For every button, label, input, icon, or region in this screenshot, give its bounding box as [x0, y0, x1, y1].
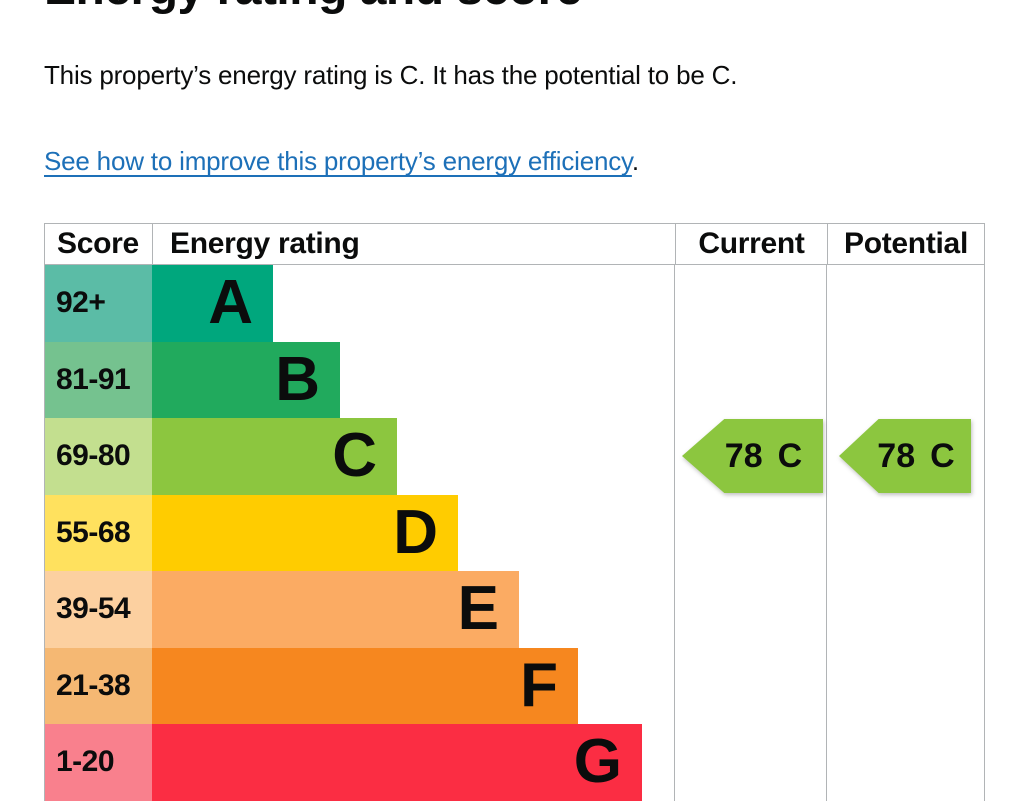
header-energy-rating: Energy rating — [152, 224, 675, 264]
epc-rating-table: Score Energy rating Current Potential 92… — [44, 223, 985, 801]
band-score-range: 55-68 — [45, 494, 152, 571]
current-band-letter: C — [777, 436, 803, 475]
epc-band-row-c: 69-80 C — [44, 418, 985, 495]
potential-band-letter: C — [930, 436, 955, 475]
column-divider-potential — [826, 265, 827, 801]
energy-certificate-page: Energy rating and score This property’s … — [44, 0, 985, 801]
column-divider-current — [674, 265, 675, 801]
improvement-link-line: See how to improve this property’s energ… — [44, 143, 639, 179]
header-potential: Potential — [827, 224, 985, 264]
table-border-right — [984, 265, 985, 801]
band-letter-e: E — [457, 574, 499, 644]
band-score-range: 39-54 — [45, 571, 152, 648]
band-bar-a: A — [152, 265, 273, 342]
intro-text: This property’s energy rating is C. It h… — [44, 60, 738, 90]
band-bar-b: B — [152, 341, 340, 418]
current-rating-arrow: 78 C — [682, 419, 823, 493]
epc-band-row-b: 81-91 B — [44, 341, 985, 418]
header-current: Current — [675, 224, 827, 264]
band-score-range: 81-91 — [45, 341, 152, 418]
current-rating-arrow-shape: 78 C — [682, 419, 823, 493]
epc-band-row-a: 92+ A — [44, 265, 985, 342]
epc-band-row-f: 21-38 F — [44, 647, 985, 724]
current-score-value: 78 — [724, 436, 763, 475]
band-score-range: 1-20 — [45, 724, 152, 801]
band-bar-f: F — [152, 647, 578, 724]
potential-rating-arrow-shape: 78 C — [839, 419, 971, 493]
potential-score-value: 78 — [877, 436, 916, 475]
band-letter-g: G — [573, 727, 622, 797]
band-letter-a: A — [208, 268, 253, 338]
band-bar-c: C — [152, 418, 397, 495]
band-score-range: 92+ — [45, 265, 152, 342]
band-letter-b: B — [275, 344, 320, 414]
band-letter-d: D — [393, 497, 438, 567]
epc-band-row-e: 39-54 E — [44, 571, 985, 648]
band-letter-c: C — [332, 421, 377, 491]
band-letter-f: F — [520, 650, 558, 720]
band-score-range: 21-38 — [45, 647, 152, 724]
improvement-link[interactable]: See how to improve this property’s energ… — [44, 146, 632, 176]
band-score-range: 69-80 — [45, 418, 152, 495]
page-title-clipped: Energy rating and score — [44, 0, 764, 16]
band-bar-g: G — [152, 724, 642, 801]
table-border-left — [44, 265, 45, 801]
link-period: . — [631, 146, 639, 176]
potential-rating-arrow: 78 C — [839, 419, 971, 493]
epc-band-row-g: 1-20 G — [44, 724, 985, 801]
epc-band-row-d: 55-68 D — [44, 494, 985, 571]
epc-table-header: Score Energy rating Current Potential — [44, 223, 985, 265]
epc-table-body: 92+ A 81-91 B 69-80 C 55-68 D — [44, 265, 985, 801]
page-title: Energy rating and score — [44, 0, 764, 15]
band-bar-e: E — [152, 571, 519, 648]
band-bar-d: D — [152, 494, 458, 571]
header-score: Score — [44, 224, 152, 264]
